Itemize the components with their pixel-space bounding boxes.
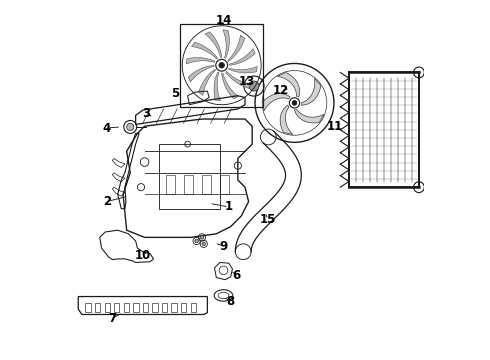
Text: 4: 4 xyxy=(103,122,111,135)
Bar xyxy=(133,303,139,312)
Circle shape xyxy=(202,242,205,246)
Bar xyxy=(172,303,177,312)
Text: 14: 14 xyxy=(215,14,232,27)
Circle shape xyxy=(219,63,224,68)
Bar xyxy=(159,144,220,209)
Bar xyxy=(162,303,167,312)
Polygon shape xyxy=(192,42,218,59)
Polygon shape xyxy=(198,69,216,95)
Text: 3: 3 xyxy=(142,107,150,120)
Polygon shape xyxy=(223,30,229,58)
Polygon shape xyxy=(214,72,220,101)
Text: 13: 13 xyxy=(239,75,255,88)
Bar xyxy=(104,303,110,312)
Text: 12: 12 xyxy=(273,84,289,97)
Bar xyxy=(152,303,158,312)
Text: 8: 8 xyxy=(226,296,235,309)
Polygon shape xyxy=(294,109,324,123)
Circle shape xyxy=(292,100,297,105)
Polygon shape xyxy=(186,58,215,64)
Bar xyxy=(349,72,419,187)
Polygon shape xyxy=(229,49,255,65)
Polygon shape xyxy=(188,65,214,82)
Bar xyxy=(95,303,100,312)
Polygon shape xyxy=(228,35,245,61)
Bar xyxy=(181,303,186,312)
Circle shape xyxy=(200,235,204,239)
Bar xyxy=(220,175,229,194)
Circle shape xyxy=(249,81,259,91)
Bar xyxy=(166,175,175,194)
Polygon shape xyxy=(221,73,239,99)
Polygon shape xyxy=(301,78,321,105)
Polygon shape xyxy=(277,72,300,97)
Text: 11: 11 xyxy=(326,120,343,133)
Polygon shape xyxy=(205,32,221,58)
Bar xyxy=(85,303,91,312)
Circle shape xyxy=(216,59,228,71)
Circle shape xyxy=(195,239,198,243)
Text: 6: 6 xyxy=(232,269,240,282)
Bar xyxy=(202,175,211,194)
Circle shape xyxy=(290,98,299,108)
Polygon shape xyxy=(280,105,293,134)
Bar xyxy=(191,303,196,312)
Polygon shape xyxy=(228,67,257,73)
Circle shape xyxy=(126,123,134,131)
Text: 2: 2 xyxy=(103,195,111,208)
Polygon shape xyxy=(263,94,290,111)
Text: 9: 9 xyxy=(220,240,228,253)
Text: 5: 5 xyxy=(171,87,179,100)
Text: 10: 10 xyxy=(135,249,151,262)
Bar xyxy=(123,303,129,312)
Bar xyxy=(143,303,148,312)
Bar xyxy=(184,175,193,194)
Text: 7: 7 xyxy=(108,311,117,325)
Text: 15: 15 xyxy=(260,213,276,226)
Bar xyxy=(114,303,120,312)
Polygon shape xyxy=(225,71,252,88)
Text: 1: 1 xyxy=(225,201,233,213)
